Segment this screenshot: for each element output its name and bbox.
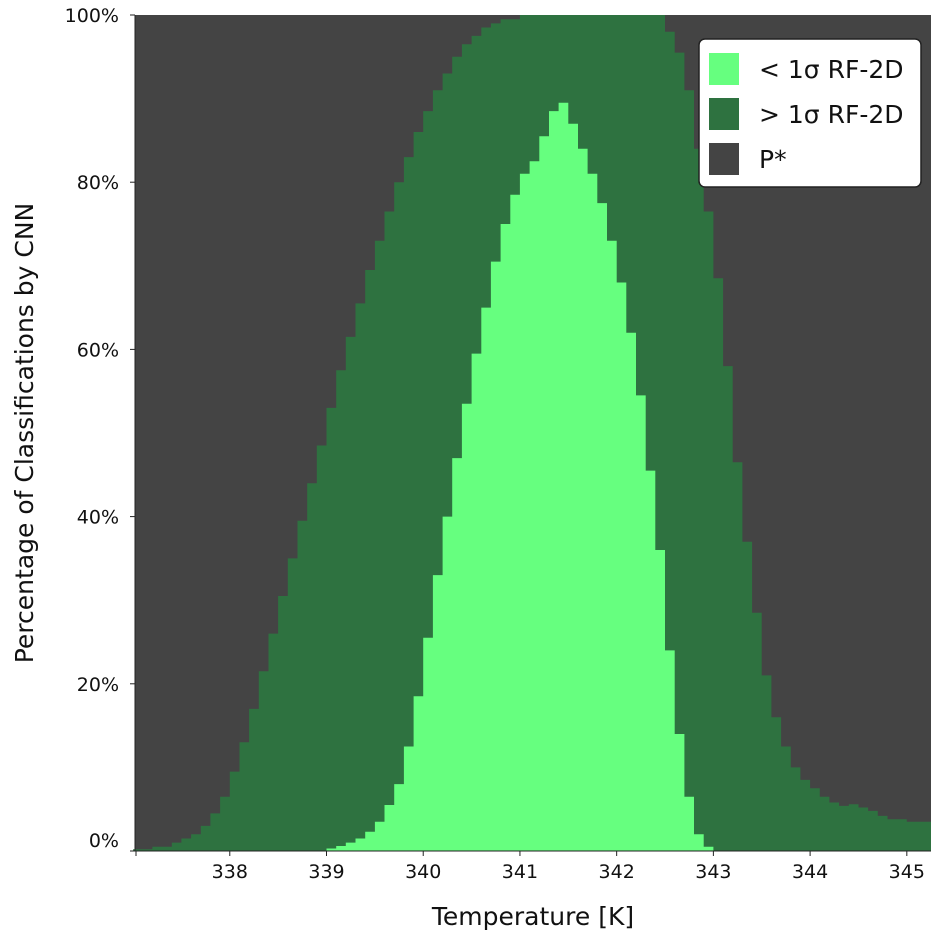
x-tick-label: 345 (889, 861, 925, 883)
y-tick-label: 60% (77, 339, 119, 361)
x-tick-label: 338 (212, 861, 248, 883)
legend-swatch-p-star (709, 143, 739, 175)
x-tick-label: 339 (308, 861, 344, 883)
y-tick-label: 0% (89, 830, 119, 852)
x-axis: 338 339 340 341 342 343 344 345 (135, 850, 931, 883)
x-tick-label: 342 (599, 861, 635, 883)
legend-label-lt-1sigma: < 1σ RF-2D (759, 55, 904, 84)
legend-swatch-lt-1sigma (709, 53, 739, 85)
x-tick-label: 341 (502, 861, 538, 883)
x-axis-title: Temperature [K] (431, 902, 634, 931)
lt-1sigma-band (133, 102, 932, 852)
x-tick-label: 343 (695, 861, 731, 883)
legend-box (698, 38, 922, 188)
x-tick-label: 344 (792, 861, 828, 883)
y-tick-label: 40% (77, 507, 119, 529)
y-axis: 0% 20% 40% 60% 80% 100% (65, 5, 136, 852)
y-axis-title: Percentage of Classifications by CNN (10, 203, 39, 664)
y-tick-label: 80% (77, 172, 119, 194)
x-tick-label: 340 (405, 861, 441, 883)
legend-label-p-star: P* (759, 145, 787, 174)
y-tick-label: 100% (65, 5, 119, 27)
legend: < 1σ RF-2D > 1σ RF-2D P* (698, 38, 922, 188)
legend-label-gt-1sigma: > 1σ RF-2D (759, 100, 904, 129)
y-tick-label: 20% (77, 674, 119, 696)
legend-swatch-gt-1sigma (709, 98, 739, 130)
